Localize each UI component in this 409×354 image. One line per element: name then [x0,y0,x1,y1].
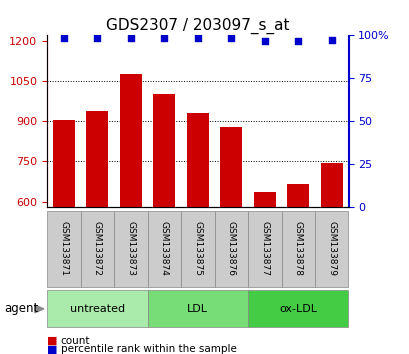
Text: percentile rank within the sample: percentile rank within the sample [61,344,236,354]
Text: GSM133873: GSM133873 [126,221,135,276]
Bar [320,163,342,354]
Title: GDS2307 / 203097_s_at: GDS2307 / 203097_s_at [106,18,289,34]
Text: untreated: untreated [70,304,125,314]
Point [161,35,167,41]
Bar [253,192,275,354]
Text: GSM133871: GSM133871 [59,221,68,276]
Bar [86,110,108,354]
Bar [220,127,242,354]
Bar [153,95,175,354]
Text: agent: agent [4,302,38,315]
Point [61,35,67,41]
Point [194,35,201,41]
Point [227,36,234,41]
Text: LDL: LDL [187,304,208,314]
Text: GSM133876: GSM133876 [226,221,235,276]
Point [127,35,134,40]
Text: GSM133879: GSM133879 [326,221,335,276]
Text: ■: ■ [47,336,58,346]
Text: GSM133875: GSM133875 [193,221,202,276]
Bar [53,120,74,354]
Bar [187,113,208,354]
Point [261,39,267,44]
Bar [287,184,308,354]
Text: GSM133878: GSM133878 [293,221,302,276]
Bar [120,74,142,354]
Text: ■: ■ [47,344,58,354]
Point [294,38,301,44]
Text: count: count [61,336,90,346]
Text: ox-LDL: ox-LDL [279,304,317,314]
Text: GSM133874: GSM133874 [160,221,169,276]
Text: GSM133877: GSM133877 [260,221,269,276]
Text: GSM133872: GSM133872 [93,221,101,276]
Point [94,35,101,41]
Point [328,37,334,42]
